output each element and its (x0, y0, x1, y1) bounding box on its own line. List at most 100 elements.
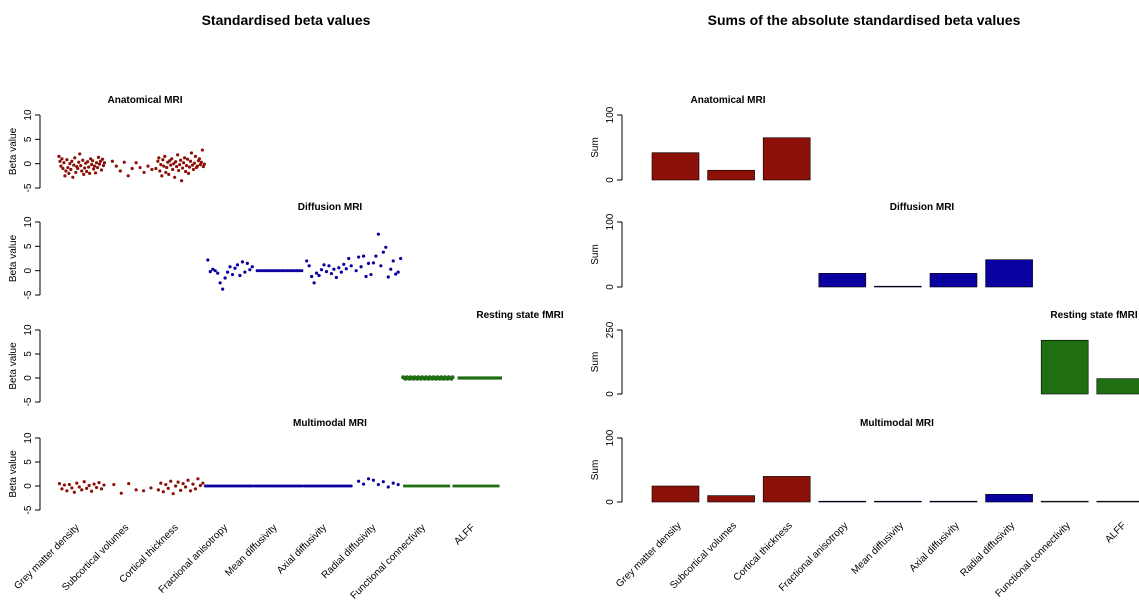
y-tick-label: 10 (23, 109, 34, 121)
data-point (95, 165, 100, 170)
data-point (97, 481, 101, 485)
data-point (72, 490, 76, 494)
data-point (235, 263, 240, 267)
data-point (102, 483, 106, 487)
data-point (168, 159, 172, 163)
data-point (70, 486, 74, 490)
data-point (191, 482, 195, 486)
data-point (277, 269, 282, 273)
bar (874, 500, 922, 503)
data-point (202, 162, 206, 166)
data-point (191, 167, 196, 172)
data-point (149, 486, 153, 490)
y-axis-label: Sum (590, 352, 601, 373)
data-point (122, 160, 126, 164)
data-point (87, 483, 91, 488)
scatter-panel: Resting state fMRI -5 0 5 10 Beta value (8, 310, 564, 406)
data-point (166, 486, 170, 490)
y-tick-label: 0 (605, 284, 616, 290)
data-point (174, 160, 178, 164)
data-point (142, 170, 146, 175)
data-point (173, 175, 177, 179)
data-point (102, 161, 107, 165)
data-point (110, 159, 114, 163)
x-tick-label: ALFF (1103, 520, 1128, 545)
data-point (154, 166, 158, 171)
data-point (172, 162, 176, 166)
data-point (67, 482, 71, 487)
data-point (349, 484, 353, 488)
bar (929, 500, 978, 503)
data-point (208, 270, 212, 274)
data-point (85, 169, 89, 174)
data-point (85, 486, 89, 490)
data-point (349, 264, 353, 268)
data-point (97, 162, 102, 166)
data-point (371, 261, 376, 265)
data-point (88, 171, 92, 175)
data-point (225, 270, 230, 274)
data-point (450, 375, 455, 380)
bar (1040, 339, 1089, 395)
data-point (361, 482, 366, 486)
data-point (272, 269, 277, 273)
data-point (86, 160, 90, 164)
y-axis-label: Sum (590, 460, 601, 481)
data-point (62, 161, 66, 165)
data-point (79, 164, 83, 168)
data-point (275, 269, 279, 273)
data-point (357, 479, 361, 483)
data-point (238, 273, 242, 278)
data-point (81, 158, 85, 162)
data-point (167, 172, 171, 176)
data-point (354, 269, 358, 273)
data-point (181, 482, 185, 486)
y-tick-label: -5 (23, 183, 34, 192)
data-point (221, 287, 225, 291)
data-point (376, 482, 380, 487)
data-point (200, 148, 204, 152)
data-point (187, 165, 192, 169)
bar (874, 285, 922, 288)
y-axis-label: Beta value (8, 234, 19, 282)
data-point (396, 270, 400, 274)
data-point (138, 165, 142, 170)
data-point (82, 172, 86, 176)
data-point (80, 169, 84, 173)
data-point (65, 158, 69, 162)
data-point (87, 165, 91, 169)
data-point (130, 166, 134, 171)
panel-title: Resting state fMRI (476, 310, 563, 321)
bar (929, 273, 978, 288)
y-tick-label: 10 (23, 324, 34, 336)
y-tick-label: 100 (605, 213, 616, 230)
data-point (324, 270, 329, 274)
data-series-band (403, 484, 451, 488)
data-point (94, 485, 99, 490)
data-point (62, 483, 67, 487)
y-tick-label: 100 (605, 429, 616, 446)
data-point (386, 275, 390, 279)
data-point (64, 169, 68, 173)
scatter-panel: Multimodal MRI -5 0 5 10 Beta value (8, 418, 500, 514)
data-point (180, 179, 184, 183)
data-point (126, 174, 130, 178)
data-point (265, 269, 269, 273)
panel-title: Anatomical MRI (107, 95, 182, 106)
data-point (58, 159, 62, 163)
data-point (329, 271, 334, 276)
data-point (78, 152, 82, 156)
data-point (198, 163, 202, 167)
y-tick-label: -5 (23, 397, 34, 406)
data-point (182, 156, 187, 160)
data-point (66, 165, 70, 170)
data-point (386, 485, 390, 489)
data-point (250, 484, 254, 488)
bar (818, 273, 867, 288)
data-point (319, 268, 324, 272)
data-point (164, 482, 168, 487)
y-tick-label: 0 (23, 160, 34, 166)
data-point (134, 488, 138, 492)
data-point (76, 166, 80, 171)
data-point (159, 163, 163, 167)
